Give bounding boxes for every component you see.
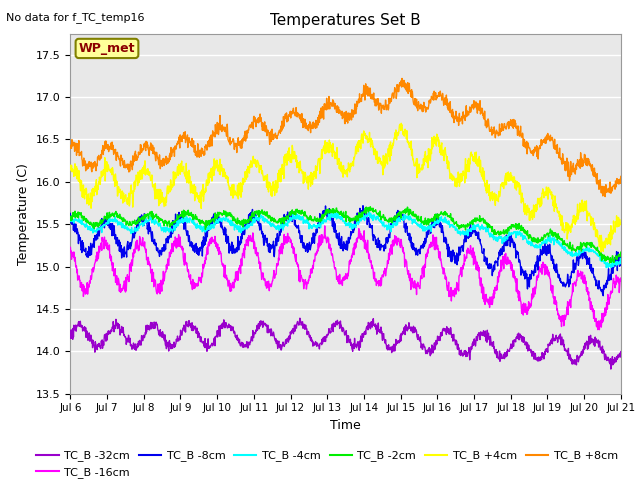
TC_B +8cm	[617, 174, 625, 180]
TC_B +8cm	[67, 145, 74, 151]
TC_B -4cm	[431, 220, 439, 226]
TC_B +4cm	[597, 249, 605, 255]
Line: TC_B -4cm: TC_B -4cm	[70, 212, 621, 267]
TC_B +4cm	[67, 164, 74, 169]
TC_B -32cm	[175, 336, 183, 342]
TC_B -32cm	[67, 332, 74, 338]
TC_B -16cm	[189, 276, 196, 282]
TC_B -32cm	[296, 315, 304, 321]
TC_B +8cm	[175, 141, 183, 146]
TC_B -32cm	[431, 342, 439, 348]
TC_B -16cm	[431, 247, 439, 252]
TC_B -32cm	[552, 336, 559, 341]
TC_B -32cm	[504, 353, 511, 359]
TC_B -32cm	[250, 330, 258, 336]
TC_B -2cm	[431, 217, 439, 223]
TC_B -4cm	[617, 257, 625, 263]
TC_B +8cm	[431, 93, 439, 98]
TC_B +8cm	[398, 75, 406, 81]
TC_B -16cm	[617, 275, 625, 281]
TC_B -32cm	[607, 366, 614, 372]
TC_B -4cm	[250, 217, 258, 223]
TC_B -8cm	[189, 247, 196, 253]
TC_B +4cm	[431, 134, 439, 140]
Line: TC_B -32cm: TC_B -32cm	[70, 318, 621, 369]
TC_B +8cm	[601, 194, 609, 200]
TC_B +4cm	[552, 201, 559, 206]
TC_B -16cm	[321, 223, 328, 229]
TC_B -8cm	[552, 263, 559, 269]
TC_B -8cm	[175, 220, 183, 226]
Title: Temperatures Set B: Temperatures Set B	[270, 13, 421, 28]
TC_B +8cm	[189, 144, 196, 150]
TC_B -8cm	[600, 293, 607, 299]
Legend: TC_B -32cm, TC_B -16cm, TC_B -8cm, TC_B -4cm, TC_B -2cm, TC_B +4cm, TC_B +8cm: TC_B -32cm, TC_B -16cm, TC_B -8cm, TC_B …	[32, 446, 622, 480]
TC_B -8cm	[504, 240, 511, 245]
Text: WP_met: WP_met	[79, 42, 135, 55]
TC_B -4cm	[552, 238, 559, 243]
TC_B -8cm	[250, 210, 258, 216]
TC_B +4cm	[617, 220, 625, 226]
TC_B -8cm	[617, 257, 625, 263]
TC_B -2cm	[175, 214, 183, 220]
TC_B -2cm	[504, 231, 511, 237]
TC_B -16cm	[250, 239, 258, 245]
TC_B -4cm	[504, 235, 511, 241]
TC_B +8cm	[552, 144, 559, 150]
TC_B +4cm	[175, 168, 183, 174]
TC_B -2cm	[552, 230, 559, 236]
TC_B -2cm	[67, 217, 74, 223]
Line: TC_B -8cm: TC_B -8cm	[70, 206, 621, 296]
TC_B -2cm	[617, 249, 625, 255]
TC_B -2cm	[250, 214, 258, 219]
TC_B -2cm	[189, 216, 196, 222]
TC_B -32cm	[617, 349, 625, 355]
TC_B +4cm	[189, 182, 196, 188]
Line: TC_B -16cm: TC_B -16cm	[70, 226, 621, 330]
TC_B -16cm	[67, 244, 74, 250]
X-axis label: Time: Time	[330, 419, 361, 432]
TC_B -4cm	[602, 264, 610, 270]
TC_B -2cm	[606, 260, 614, 266]
Y-axis label: Temperature (C): Temperature (C)	[17, 163, 30, 264]
TC_B -4cm	[332, 209, 339, 215]
TC_B -16cm	[552, 298, 559, 303]
TC_B -16cm	[175, 243, 183, 249]
TC_B -4cm	[67, 218, 74, 224]
TC_B -2cm	[367, 204, 374, 210]
TC_B -4cm	[189, 218, 196, 224]
TC_B -8cm	[359, 203, 367, 209]
TC_B -8cm	[67, 211, 74, 216]
Text: No data for f_TC_temp16: No data for f_TC_temp16	[6, 12, 145, 23]
TC_B -4cm	[175, 220, 183, 226]
Line: TC_B -2cm: TC_B -2cm	[70, 207, 621, 263]
TC_B +4cm	[397, 120, 405, 126]
TC_B -16cm	[596, 327, 604, 333]
Line: TC_B +4cm: TC_B +4cm	[70, 123, 621, 252]
TC_B +4cm	[504, 177, 511, 183]
TC_B -32cm	[189, 328, 196, 334]
TC_B -16cm	[504, 258, 511, 264]
TC_B +4cm	[250, 161, 258, 167]
TC_B +8cm	[504, 120, 511, 126]
TC_B -8cm	[431, 218, 439, 224]
TC_B +8cm	[250, 117, 258, 122]
Line: TC_B +8cm: TC_B +8cm	[70, 78, 621, 197]
